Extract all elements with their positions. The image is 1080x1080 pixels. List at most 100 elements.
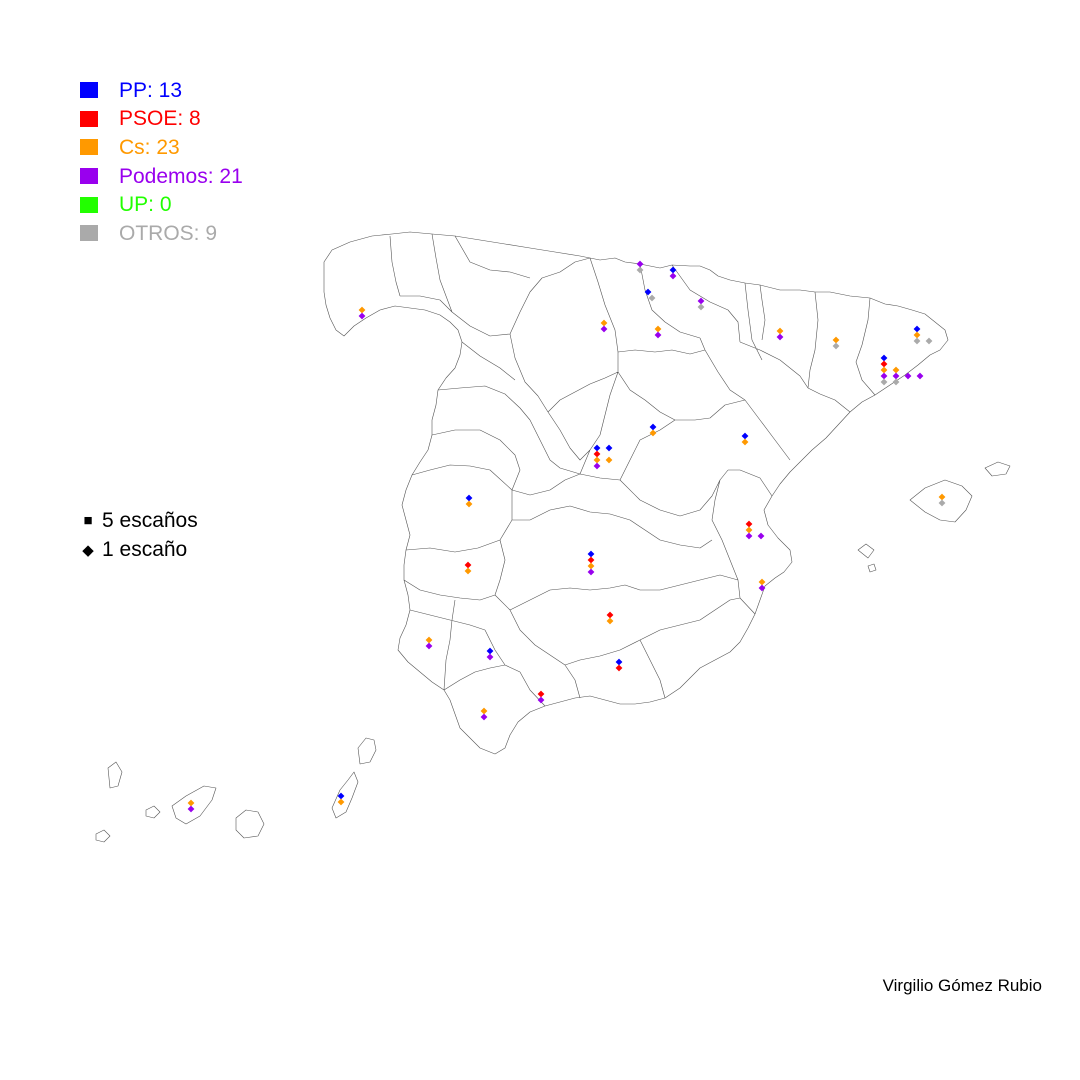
seat-marker-podemos [745,532,753,540]
seat-marker-psoe [464,561,472,569]
seat-marker-podemos [486,653,494,661]
seat-marker-podemos [593,462,601,470]
seat-marker-pp [605,444,613,452]
gran-canaria-outline [235,809,265,839]
ibiza-outline [857,543,875,559]
seat-marker-otros [880,378,888,386]
formentera-outline [867,563,877,573]
author-credit: Virgilio Gómez Rubio [882,976,1042,995]
seat-marker-cs [913,331,921,339]
legend-swatch-up [80,196,98,213]
seat-marker-otros [892,378,900,386]
seat-marker-cs [600,319,608,327]
seat-marker-cs [758,578,766,586]
seat-marker-podemos [757,532,765,540]
seat-marker-cs [938,493,946,501]
legend-item-cs: Cs: 23 [80,133,243,162]
seat-marker-podemos [587,568,595,576]
seat-marker-cs [745,526,753,534]
lanzarote-outline [357,737,377,765]
square-symbol-icon: ■ [83,512,93,529]
seat-marker-cs [464,567,472,575]
legend-swatch-podemos [80,168,98,185]
seat-marker-psoe [587,556,595,564]
seat-marker-podemos [425,642,433,650]
seat-marker-psoe [745,520,753,528]
seat-marker-otros [913,337,921,345]
seat-scale-legend: ■ 5 escaños ◆ 1 escaño [74,506,198,564]
seat-marker-pp [465,494,473,502]
seat-marker-podemos [636,260,644,268]
legend-label-cs: Cs: 23 [119,135,180,159]
seat-marker-psoe [615,664,623,672]
seat-marker-otros [636,266,644,274]
tenerife-outline [171,785,217,825]
seat-marker-podemos [776,333,784,341]
legend-label-otros: OTROS: 9 [119,221,218,245]
legend-item-pp: PP: 13 [80,76,243,105]
fuerteventura-outline [331,771,359,819]
seat-marker-psoe [880,360,888,368]
seat-marker-podemos [537,696,545,704]
seat-marker-cs [892,366,900,374]
seat-marker-cs [605,456,613,464]
seat-marker-psoe [606,611,614,619]
legend-label-pp: PP: 13 [119,78,183,102]
legend-item-otros: OTROS: 9 [80,219,243,248]
seat-marker-cs [187,799,195,807]
legend-label-up: UP: 0 [119,193,172,217]
seat-marker-cs [649,429,657,437]
seat-marker-cs [654,325,662,333]
map-outline [95,231,1011,843]
seat-marker-cs [465,500,473,508]
seat-marker-pp [669,266,677,274]
seat-marker-podemos [654,331,662,339]
seat-marker-cs [358,306,366,314]
seat-marker-pp [913,325,921,333]
legend-item-podemos: Podemos: 21 [80,162,243,191]
seat-marker-podemos [480,713,488,721]
gomera-outline [145,805,161,819]
el-hierro-outline [95,829,111,843]
seat-marker-pp [741,432,749,440]
legend-label-podemos: Podemos: 21 [119,164,243,188]
seat-marker-psoe [593,450,601,458]
seat-marker-cs [880,366,888,374]
seat-marker-pp [644,288,652,296]
seat-marker-cs [587,562,595,570]
seat-marker-podemos [904,372,912,380]
seat-marker-cs [337,798,345,806]
province-borders [389,233,876,707]
seat-marker-podemos [600,325,608,333]
legend-label-psoe: PSOE: 8 [119,107,201,131]
seat-marker-podemos [187,805,195,813]
seat-marker-podemos [758,584,766,592]
seat-marker-cs [776,327,784,335]
legend-item-psoe: PSOE: 8 [80,105,243,134]
seat-marker-pp [615,658,623,666]
seat-marker-cs [741,438,749,446]
seat-markers [187,260,946,813]
legend-swatch-otros [80,225,98,242]
seat-marker-psoe [537,690,545,698]
seat-marker-podemos [892,372,900,380]
la-palma-outline [107,761,123,789]
seat-marker-cs [425,636,433,644]
seat-scale-item-5: ■ 5 escaños [74,506,198,535]
seat-scale-label-1: 1 escaño [102,538,188,561]
seat-marker-pp [649,423,657,431]
seat-marker-podemos [697,297,705,305]
seat-marker-podemos [669,272,677,280]
seat-marker-pp [337,792,345,800]
seat-marker-cs [480,707,488,715]
mallorca-outline [909,479,973,523]
seat-marker-cs [593,456,601,464]
seat-marker-cs [832,336,840,344]
seat-scale-label-5: 5 escaños [102,509,198,532]
seat-marker-otros [697,303,705,311]
seat-marker-cs [606,617,614,625]
seat-marker-otros [925,337,933,345]
seat-marker-otros [648,294,656,302]
menorca-outline [984,461,1011,477]
